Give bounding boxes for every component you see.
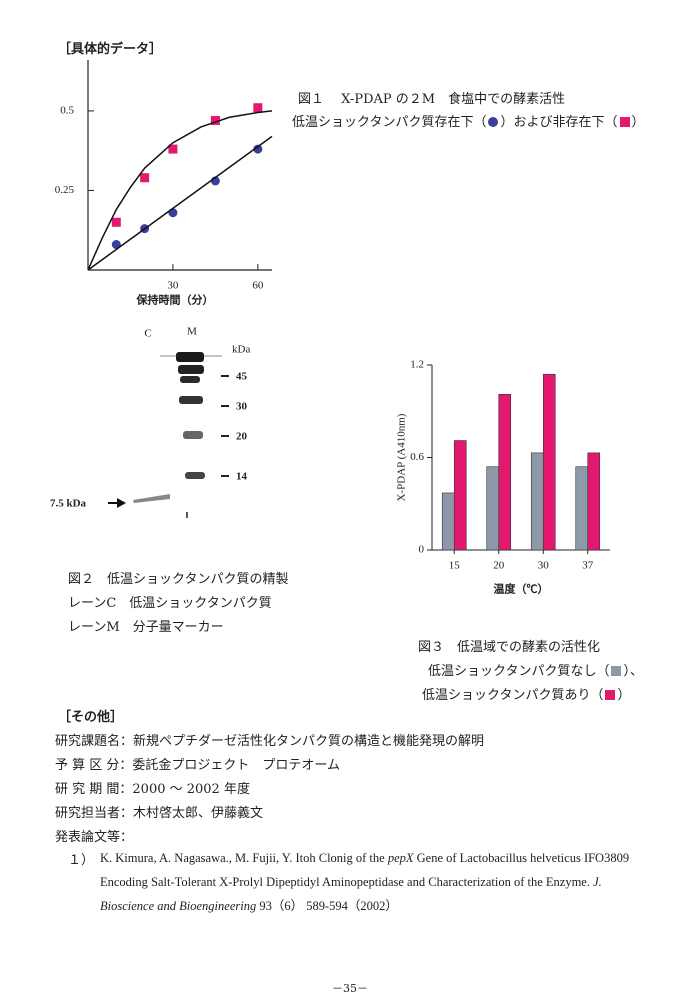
x-tick-label: 30 (167, 280, 179, 292)
y-axis-label: X-PDAP (A410nm) (396, 413, 408, 501)
unit-label: kDa (232, 344, 250, 356)
x-tick-label: 30 (538, 560, 550, 572)
bar (542, 373, 556, 551)
section-heading: ［その他］ (58, 710, 124, 725)
legend-swatch (488, 117, 499, 127)
info-row: 研 究 期 間：2000 ～ 2002 年度 (55, 782, 250, 797)
caption-text: ）、 (623, 664, 643, 679)
x-tick-label: 20 (493, 560, 505, 572)
reference-text: 93（6） 589-594（2002） (256, 899, 398, 913)
bar (486, 466, 500, 551)
caption-text: ） (617, 688, 631, 703)
data-point (111, 217, 121, 227)
y-tick-label: 0.6 (410, 451, 424, 463)
band-label: 7.5 kDa (50, 498, 87, 510)
reference: K. Kimura, A. Nagasawa., M. Fujii, Y. It… (100, 846, 640, 918)
data-point (253, 144, 263, 154)
x-tick-label: 60 (252, 280, 264, 292)
figure-caption: 低温ショックタンパク質あり（ ） (422, 684, 631, 703)
gel-band (180, 376, 200, 383)
data-point (111, 240, 121, 250)
gel-band (133, 494, 170, 503)
info-row: 研究課題名：新規ペプチダーゼ活性化タンパク質の構造と機能発現の解明 (55, 734, 485, 749)
info-row: 発表論文等： (55, 830, 134, 845)
info-row: 予 算 区 分：委託金プロジェクト プロテオーム (55, 758, 341, 773)
caption-text: ） (631, 115, 645, 130)
caption-text: 低温ショックタンパク質なし（ (428, 664, 610, 679)
data-point (168, 208, 178, 218)
section-heading: ［具体的データ］ (58, 42, 163, 57)
gel-band (186, 512, 188, 518)
legend-swatch (611, 666, 622, 676)
arrow-head (117, 498, 126, 508)
y-tick-label: 1.2 (410, 359, 424, 371)
bar (441, 492, 455, 551)
data-point (168, 144, 178, 154)
caption-text: ）および非存在下（ (500, 115, 618, 130)
reference-text: pepX (387, 851, 414, 865)
x-axis-label: 温度（℃） (494, 582, 549, 596)
figure-caption: レーンM 分子量マーカー (68, 620, 224, 635)
marker-label: 14 (236, 471, 248, 483)
gel-band (185, 472, 205, 479)
reference-text: K. Kimura, A. Nagasawa., M. Fujii, Y. It… (100, 851, 388, 865)
fit-line (87, 110, 273, 271)
gel-band (179, 396, 203, 404)
marker-label: 30 (236, 401, 248, 413)
data-point (210, 115, 220, 125)
figure-caption: 図３ 低温域での酵素の活性化 (418, 640, 601, 655)
bar (453, 440, 467, 551)
gel-band (178, 365, 204, 374)
figure-caption: 図１ X-PDAP の２M 食塩中での酵素活性 (298, 92, 566, 107)
lane-label: M (187, 326, 197, 338)
figure-caption: 低温ショックタンパク質存在下（ ）および非存在下（ ） (292, 111, 645, 130)
y-tick-label: 0.25 (55, 184, 75, 196)
lane-label: C (144, 328, 151, 340)
bar (575, 466, 589, 551)
marker-label: 20 (236, 431, 248, 443)
gel-band (176, 352, 204, 362)
x-tick-label: 37 (582, 560, 594, 572)
figure-caption: 図２ 低温ショックタンパク質の精製 (68, 572, 289, 587)
reference-number: １） (68, 853, 95, 868)
marker-label: 45 (236, 371, 248, 383)
fit-line (87, 135, 273, 271)
reference-text: Gene of Lactobacillus helveticus IFO3809… (100, 851, 630, 889)
y-tick-label: 0 (419, 544, 425, 556)
gel-band (183, 431, 203, 439)
legend-swatch (605, 690, 616, 700)
gel-image: C M kDa 45 30 20 14 7.5 kDa (50, 326, 250, 518)
figure-caption: 低温ショックタンパク質なし（ ）、 (428, 660, 643, 679)
data-point (253, 103, 263, 113)
bar (498, 393, 512, 551)
bar (530, 452, 544, 551)
x-tick-label: 15 (449, 560, 461, 572)
info-row: 研究担当者：木村啓太郎、伊藤義文 (55, 806, 264, 821)
caption-text: 低温ショックタンパク質あり（ (422, 688, 604, 703)
bar (587, 452, 601, 551)
figure-caption: レーンC 低温ショックタンパク質 (68, 596, 272, 611)
x-axis-label: 保持時間（分） (136, 293, 214, 307)
data-point (140, 173, 150, 183)
page-number: －35－ (332, 982, 368, 995)
y-tick-label: 0.5 (60, 104, 74, 116)
reference-text: J. Bioscience and Bioengineering (100, 875, 602, 913)
legend-swatch (619, 117, 630, 127)
caption-text: 低温ショックタンパク質存在下（ (292, 115, 487, 130)
